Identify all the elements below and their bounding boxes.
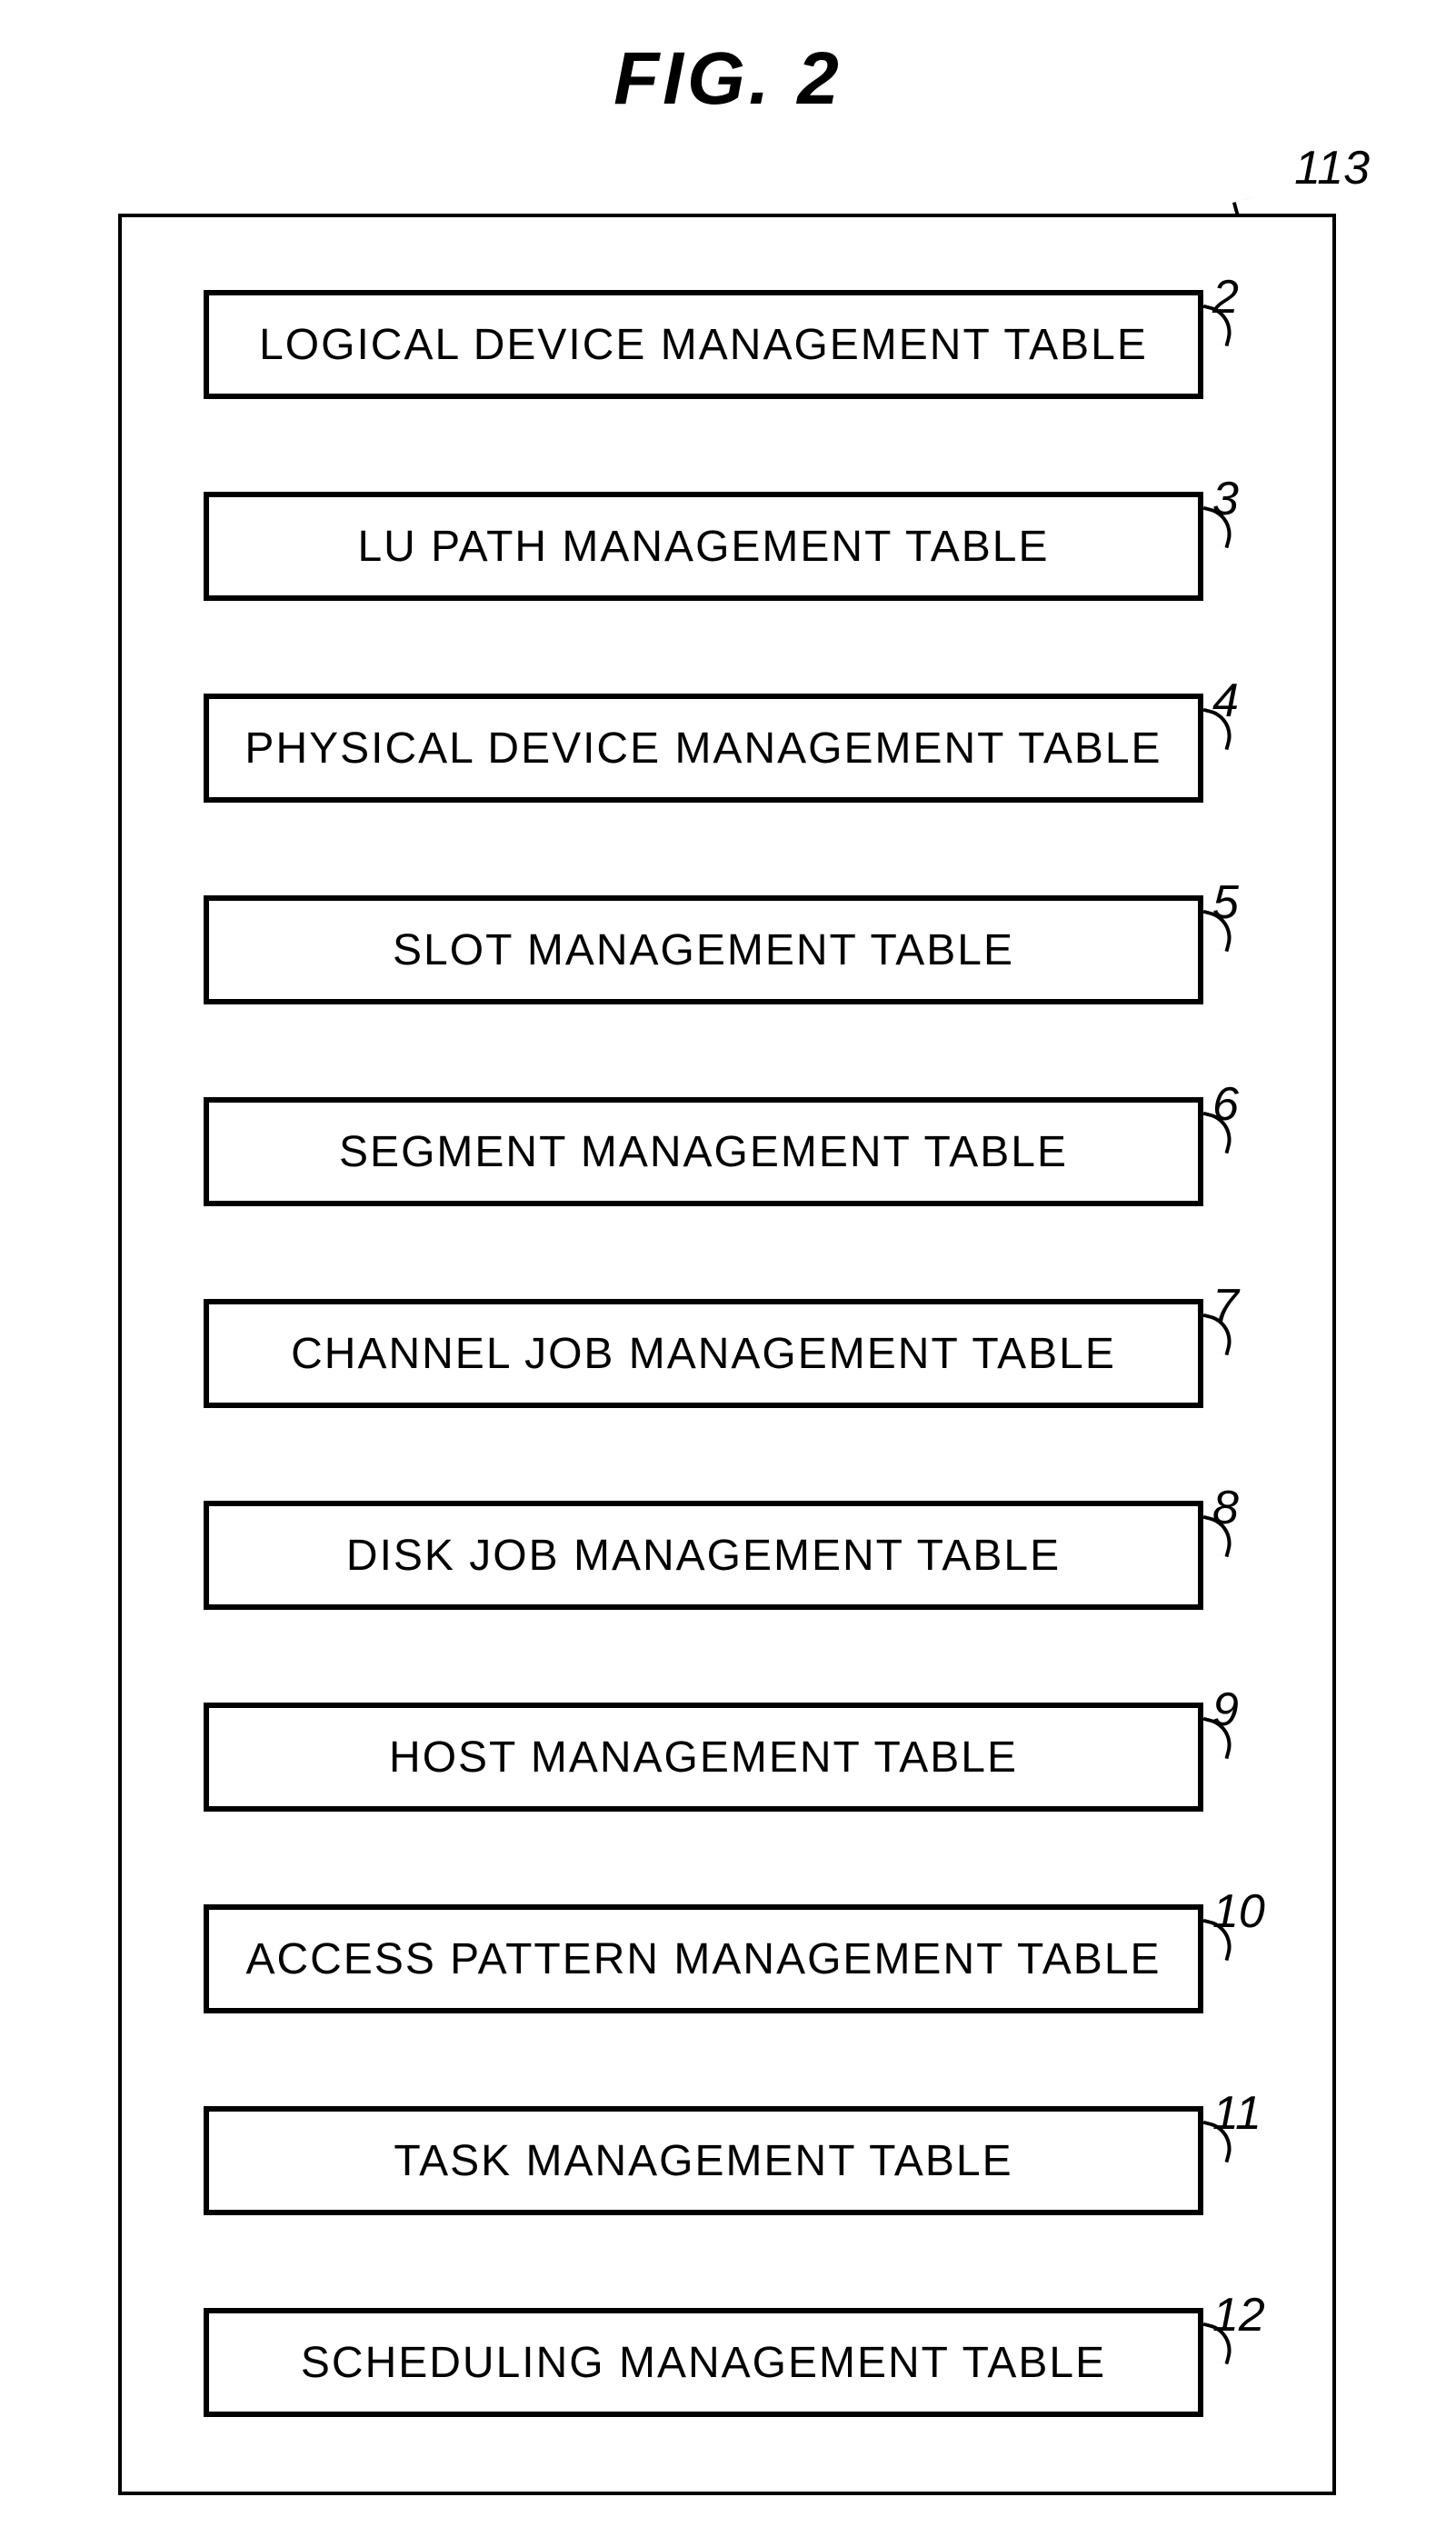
table-box: PHYSICAL DEVICE MANAGEMENT TABLE [204,694,1203,803]
table-row: HOST MANAGEMENT TABLE9 [204,1703,1258,1812]
table-row: LU PATH MANAGEMENT TABLE3 [204,492,1258,601]
outer-container-box: LOGICAL DEVICE MANAGEMENT TABLE2LU PATH … [118,214,1336,2495]
ref-label: 6 [1212,1077,1239,1132]
table-row: SLOT MANAGEMENT TABLE5 [204,895,1258,1004]
table-box: SCHEDULING MANAGEMENT TABLE [204,2308,1203,2417]
table-box-label: TASK MANAGEMENT TABLE [394,2136,1012,2186]
table-row: SEGMENT MANAGEMENT TABLE6 [204,1097,1258,1206]
table-row: LOGICAL DEVICE MANAGEMENT TABLE2 [204,290,1258,399]
table-box-label: HOST MANAGEMENT TABLE [389,1733,1018,1783]
table-box: CHANNEL JOB MANAGEMENT TABLE [204,1299,1203,1408]
ref-label: 8 [1212,1481,1239,1535]
table-row: TASK MANAGEMENT TABLE11 [204,2106,1258,2215]
ref-label: 5 [1212,875,1239,930]
table-box-label: PHYSICAL DEVICE MANAGEMENT TABLE [244,724,1162,774]
table-box: SEGMENT MANAGEMENT TABLE [204,1097,1203,1206]
table-box: ACCESS PATTERN MANAGEMENT TABLE [204,1904,1203,2013]
table-box-label: SEGMENT MANAGEMENT TABLE [339,1127,1068,1177]
ref-label: 4 [1212,674,1239,728]
ref-label: 12 [1212,2288,1265,2342]
table-box-label: CHANNEL JOB MANAGEMENT TABLE [291,1329,1116,1379]
table-box: DISK JOB MANAGEMENT TABLE [204,1501,1203,1610]
table-row: PHYSICAL DEVICE MANAGEMENT TABLE4 [204,694,1258,803]
table-row: CHANNEL JOB MANAGEMENT TABLE7 [204,1299,1258,1408]
table-box: TASK MANAGEMENT TABLE [204,2106,1203,2215]
ref-label: 7 [1212,1279,1239,1333]
outer-box-ref-label: 113 [1294,141,1370,195]
table-box: HOST MANAGEMENT TABLE [204,1703,1203,1812]
table-box: LU PATH MANAGEMENT TABLE [204,492,1203,601]
table-row: DISK JOB MANAGEMENT TABLE8 [204,1501,1258,1610]
ref-label: 2 [1212,270,1239,325]
ref-label: 10 [1212,1884,1265,1939]
table-row: ACCESS PATTERN MANAGEMENT TABLE10 [204,1904,1258,2013]
table-row: SCHEDULING MANAGEMENT TABLE12 [204,2308,1258,2417]
table-box-label: ACCESS PATTERN MANAGEMENT TABLE [245,1934,1161,1984]
ref-label: 11 [1212,2086,1262,2141]
table-box-label: LU PATH MANAGEMENT TABLE [357,522,1049,572]
ref-label: 3 [1212,472,1239,526]
figure-title: FIG. 2 [613,36,843,122]
table-box-label: DISK JOB MANAGEMENT TABLE [346,1531,1061,1581]
table-box: SLOT MANAGEMENT TABLE [204,895,1203,1004]
table-box: LOGICAL DEVICE MANAGEMENT TABLE [204,290,1203,399]
table-box-label: LOGICAL DEVICE MANAGEMENT TABLE [259,320,1148,370]
ref-label: 9 [1212,1683,1239,1737]
table-box-label: SCHEDULING MANAGEMENT TABLE [301,2338,1106,2388]
table-box-label: SLOT MANAGEMENT TABLE [393,925,1014,975]
